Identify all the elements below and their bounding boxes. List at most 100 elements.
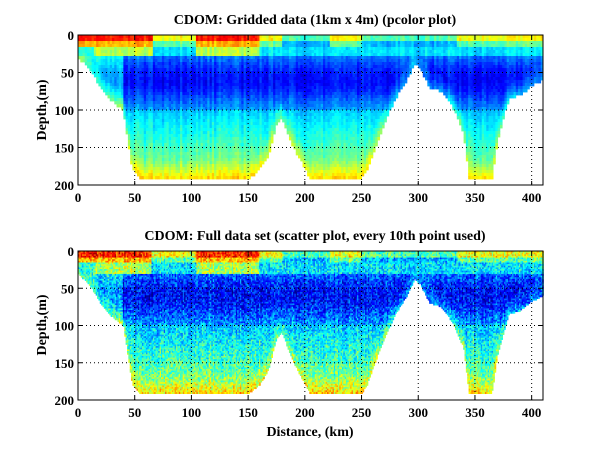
heatmap-cell [178,50,181,53]
heatmap-cell [330,152,333,155]
heatmap-cell [207,128,210,131]
heatmap-cell [160,104,163,107]
heatmap-cell [221,59,224,62]
heatmap-cell [162,134,165,137]
heatmap-cell [271,80,274,83]
heatmap-cell [185,98,188,101]
heatmap-cell [223,68,226,71]
heatmap-cell [139,158,142,161]
heatmap-cell [339,53,342,56]
heatmap-cell [148,83,151,86]
heatmap-cell [196,50,199,53]
heatmap-cell [114,101,117,104]
heatmap-cell [205,131,208,134]
heatmap-cell [200,86,203,89]
heatmap-cell [259,107,262,110]
heatmap-cell [121,89,124,92]
heatmap-cell [300,50,303,53]
heatmap-cell [196,59,199,62]
heatmap-cell [196,56,199,59]
heatmap-cell [194,161,197,164]
heatmap-cell [316,59,319,62]
heatmap-cell [330,35,333,38]
heatmap-cell [298,53,301,56]
heatmap-cell [341,104,344,107]
heatmap-cell [262,128,265,131]
heatmap-cell [130,158,133,161]
heatmap-cell [343,155,346,158]
heatmap-cell [239,44,242,47]
heatmap-cell [237,134,240,137]
heatmap-cell [330,47,333,50]
heatmap-cell [105,38,108,41]
heatmap-cell [330,161,333,164]
heatmap-cell [253,158,256,161]
heatmap-cell [160,176,163,179]
heatmap-cell [225,155,228,158]
heatmap-cell [112,98,115,101]
heatmap-cell [284,38,287,41]
heatmap-cell [92,56,95,59]
heatmap-cell [239,101,242,104]
heatmap-cell [185,35,188,38]
heatmap-cell [169,140,172,143]
heatmap-cell [117,80,120,83]
heatmap-cell [223,104,226,107]
heatmap-cell [160,44,163,47]
heatmap-cell [239,110,242,113]
heatmap-cell [207,113,210,116]
heatmap-cell [314,86,317,89]
heatmap-cell [259,41,262,44]
heatmap-cell [157,44,160,47]
heatmap-cell [146,53,149,56]
heatmap-cell [207,50,210,53]
heatmap-cell [280,86,283,89]
heatmap-cell [210,173,213,176]
heatmap-cell [235,128,238,131]
heatmap-cell [139,89,142,92]
heatmap-cell [162,65,165,68]
heatmap-cell [210,140,213,143]
heatmap-cell [253,134,256,137]
heatmap-cell [185,62,188,65]
heatmap-cell [348,149,351,152]
heatmap-cell [225,65,228,68]
heatmap-cell [214,158,217,161]
heatmap-cell [205,83,208,86]
heatmap-cell [328,89,331,92]
heatmap-cell [112,86,115,89]
heatmap-cell [207,44,210,47]
heatmap-cell [132,80,135,83]
heatmap-cell [316,74,319,77]
heatmap-cell [219,53,222,56]
heatmap-cell [207,89,210,92]
heatmap-cell [194,74,197,77]
heatmap-cell [162,62,165,65]
heatmap-cell [166,119,169,122]
heatmap-cell [321,53,324,56]
heatmap-cell [155,86,158,89]
heatmap-cell [178,173,181,176]
heatmap-cell [153,137,156,140]
heatmap-cell [237,80,240,83]
heatmap-cell [221,92,224,95]
heatmap-cell [180,86,183,89]
heatmap-cell [332,50,335,53]
heatmap-cell [160,50,163,53]
heatmap-cell [291,119,294,122]
heatmap-cell [185,38,188,41]
heatmap-cell [318,170,321,173]
heatmap-cell [232,113,235,116]
heatmap-cell [103,41,106,44]
heatmap-cell [339,134,342,137]
heatmap-cell [196,113,199,116]
heatmap-cell [180,164,183,167]
heatmap-cell [325,125,328,128]
heatmap-cell [250,119,253,122]
heatmap-cell [300,47,303,50]
heatmap-cell [237,149,240,152]
heatmap-cell [187,176,190,179]
heatmap-cell [298,104,301,107]
heatmap-cell [253,170,256,173]
heatmap-cell [162,155,165,158]
